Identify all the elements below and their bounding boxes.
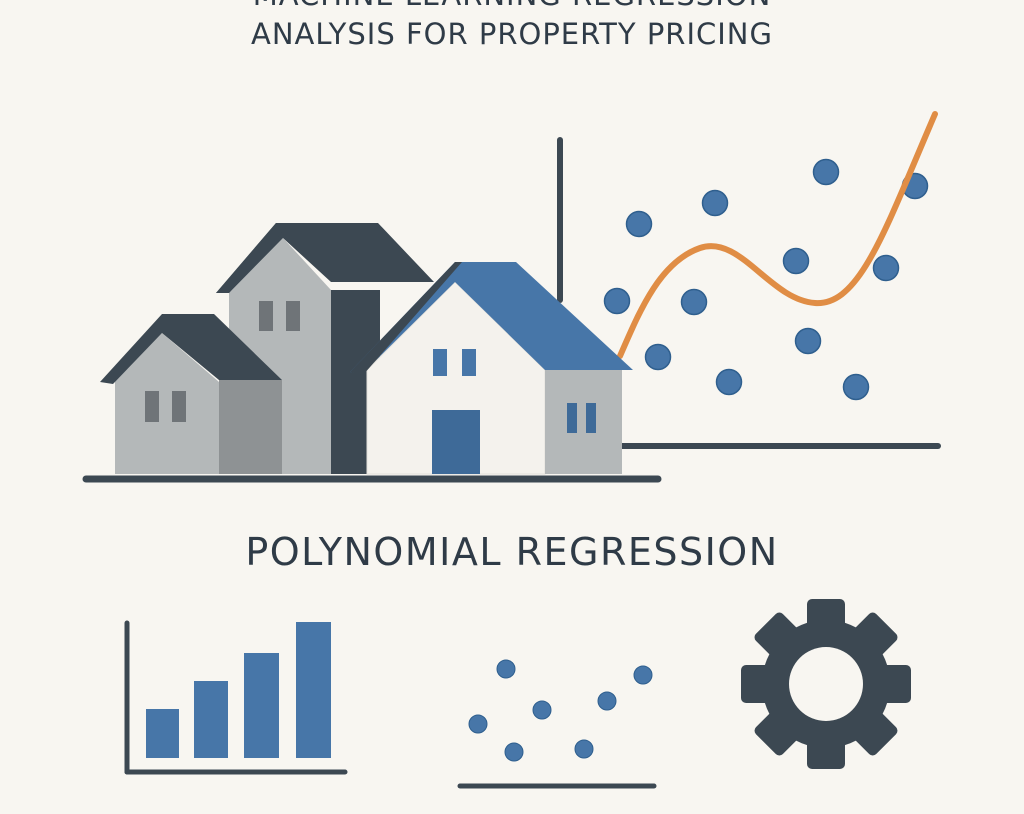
data-point — [504, 742, 524, 762]
regression-chart — [557, 111, 941, 449]
bar — [296, 622, 331, 758]
scatter-plot-icon — [457, 659, 657, 789]
title-line-1: MACHINE LEARNING REGRESSION — [0, 0, 1024, 12]
house-icon — [82, 223, 662, 483]
bar — [146, 709, 179, 758]
subtitle: POLYNOMIAL REGRESSION — [245, 530, 779, 574]
data-point — [644, 343, 672, 371]
data-point — [782, 247, 810, 275]
data-point — [701, 189, 729, 217]
data-point — [715, 368, 743, 396]
data-point — [633, 665, 653, 685]
data-point — [496, 659, 516, 679]
bar — [244, 653, 279, 758]
house-front — [350, 262, 633, 475]
data-point — [842, 373, 870, 401]
data-point — [794, 327, 822, 355]
gear-icon — [741, 599, 911, 769]
regression-curve — [617, 111, 938, 359]
bar-chart-icon — [124, 620, 348, 775]
data-point — [680, 288, 708, 316]
title-line-2: ANALYSIS FOR PROPERTY PRICING — [251, 17, 773, 51]
data-point — [468, 714, 488, 734]
data-point — [603, 287, 631, 315]
house-small — [100, 314, 282, 474]
data-point — [597, 691, 617, 711]
data-point — [574, 739, 594, 759]
data-point — [812, 158, 840, 186]
scatter-points — [603, 158, 929, 401]
data-point — [532, 700, 552, 720]
data-point — [872, 254, 900, 282]
bar — [194, 681, 228, 758]
data-point — [625, 210, 653, 238]
